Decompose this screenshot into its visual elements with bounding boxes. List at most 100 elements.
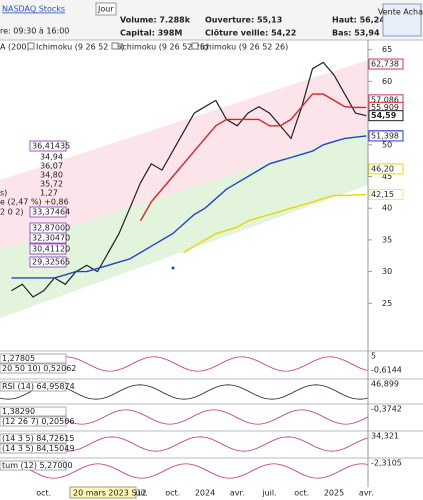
indicator-label: tum (12) 5,27000 <box>2 461 73 470</box>
indicator-label: 1,27805 <box>2 354 35 363</box>
overlay-label: 34,94 <box>40 153 63 162</box>
crosshair-label: 20 mars 2023 S12 <box>73 489 147 498</box>
overlay-label: 35,72 <box>40 180 63 189</box>
period-select[interactable] <box>95 2 117 16</box>
series-line <box>11 61 367 298</box>
indicator-label-box <box>0 363 67 374</box>
exchange-link[interactable]: NASDAQ Stocks <box>2 5 65 14</box>
x-tick-label: avr. <box>230 489 245 498</box>
price-label-box <box>368 130 404 142</box>
price-label: 46,20 <box>371 164 394 173</box>
indicator-label-box <box>0 460 67 471</box>
indicator-label-box <box>0 381 67 392</box>
price-label: 54,59 <box>371 111 397 120</box>
toolbar-item: Ichimoku (9 26 52 26) <box>120 43 208 52</box>
toolbar-item: Ichimoku (9 26 52 26) <box>36 43 124 52</box>
overlay-label: 32,87000 <box>32 224 70 233</box>
indicator-label: (14 3 5) 84,15049 <box>2 444 74 453</box>
y-tick-label: 40 <box>382 204 392 213</box>
toolbar-item: A (200) <box>0 43 30 52</box>
overlay-label: 32,30470 <box>32 234 70 243</box>
checkbox[interactable] <box>27 42 35 50</box>
indicator-label-box <box>0 353 67 364</box>
overlay-label: s) <box>0 189 7 198</box>
y-tick-label: 25 <box>382 299 392 308</box>
indicator-axis-label: 34,321 <box>371 432 399 441</box>
price-label: 42,15 <box>371 190 394 199</box>
x-tick-label: oct. <box>294 489 309 498</box>
main-chart: 253035404550556065oct.juil.oct.2024avr.j… <box>0 45 404 499</box>
indicator-axis-label: 5 <box>371 352 376 361</box>
indicator-label-box <box>0 406 67 417</box>
price-label-box <box>368 110 404 122</box>
trade-label: Vente Achat <box>378 8 423 17</box>
indicator-label: RSI (14) 64,95874 <box>2 382 75 391</box>
price-label: 57,086 <box>371 95 399 104</box>
y-tick-label: 65 <box>382 45 392 54</box>
open: Ouverture: 55,13 <box>205 16 282 25</box>
overlay-label: 36,41435 <box>32 142 70 151</box>
crosshair-box <box>69 486 137 499</box>
indicator-label-box <box>0 416 67 427</box>
series-line <box>183 193 367 254</box>
hours: re: 09:30 à 16:00 <box>0 27 69 36</box>
overlay-box <box>29 232 67 244</box>
y-tick-label: 60 <box>382 77 392 86</box>
toolbar-item: Ichimoku (9 26 52 26) <box>200 43 288 52</box>
checkbox[interactable] <box>191 42 199 50</box>
overlay-label: 1,27 <box>40 189 58 198</box>
indicator-axis-label: -2,3105 <box>371 459 402 468</box>
price-label: 51,398 <box>371 131 399 140</box>
period: Jour <box>97 5 114 14</box>
toolbar: A (200) Ichimoku (9 26 52 26)Ichimoku (9 … <box>0 42 288 52</box>
x-tick-label: 2024 <box>195 489 215 498</box>
x-tick-label: 2025 <box>324 489 344 498</box>
overlay-box <box>29 206 67 218</box>
indicator-label: (14 3 5) 84,72615 <box>2 434 74 443</box>
overlay-label: 34,80 <box>40 171 63 180</box>
indicator-axis-label: -0,6144 <box>371 366 402 375</box>
trade-button[interactable] <box>382 3 422 37</box>
indicator-label: 1,38290 <box>2 407 35 416</box>
overlay-box <box>29 256 67 268</box>
overlay-box <box>29 140 67 152</box>
x-tick-label: juil. <box>132 489 147 498</box>
indicator-label: 20 50 10) 0,52062 <box>2 364 76 373</box>
x-tick-label: oct. <box>165 489 180 498</box>
indicator-label-box <box>0 433 67 444</box>
volume: Volume: 7.288k <box>120 16 191 25</box>
y-tick-label: 30 <box>382 267 392 276</box>
x-tick-label: oct. <box>36 489 51 498</box>
header-bar <box>0 0 423 40</box>
x-tick-label: juil. <box>261 489 276 498</box>
series-line <box>11 135 367 279</box>
y-tick-label: 45 <box>382 172 392 181</box>
overlay-label: e (2,47 %) +0,86 <box>0 198 69 207</box>
y-tick-label: 35 <box>382 235 392 244</box>
overlay-label: 30,41120 <box>32 245 70 254</box>
indicator-line <box>0 463 369 479</box>
overlay-label: 2 0 2) <box>0 208 23 217</box>
price-label: 62,738 <box>371 60 399 69</box>
indicator-axis-label: -0,3742 <box>371 405 402 414</box>
series-line <box>139 93 367 222</box>
indicator-label: (12 26 7) 0,20506 <box>2 417 74 426</box>
capital: Capital: 398M <box>120 29 182 38</box>
indicator-axis-label: 46,899 <box>371 380 399 389</box>
indicator-label-box <box>0 443 67 454</box>
overlay-label: 36,07 <box>40 162 63 171</box>
overlay-label: 29,32565 <box>32 258 70 267</box>
price-label-box <box>368 189 404 201</box>
checkbox[interactable] <box>111 42 119 50</box>
overlay-box <box>29 243 67 255</box>
price-label-box <box>368 58 404 70</box>
channel-upper <box>0 60 368 250</box>
price-label: 55,909 <box>371 103 399 112</box>
price-label-box <box>368 163 404 175</box>
y-tick-label: 50 <box>382 140 392 149</box>
overlay-label: 33,37464 <box>32 208 70 217</box>
crosshair-dot <box>171 266 175 270</box>
prev-close: Clôture veille: 54,22 <box>205 28 296 38</box>
